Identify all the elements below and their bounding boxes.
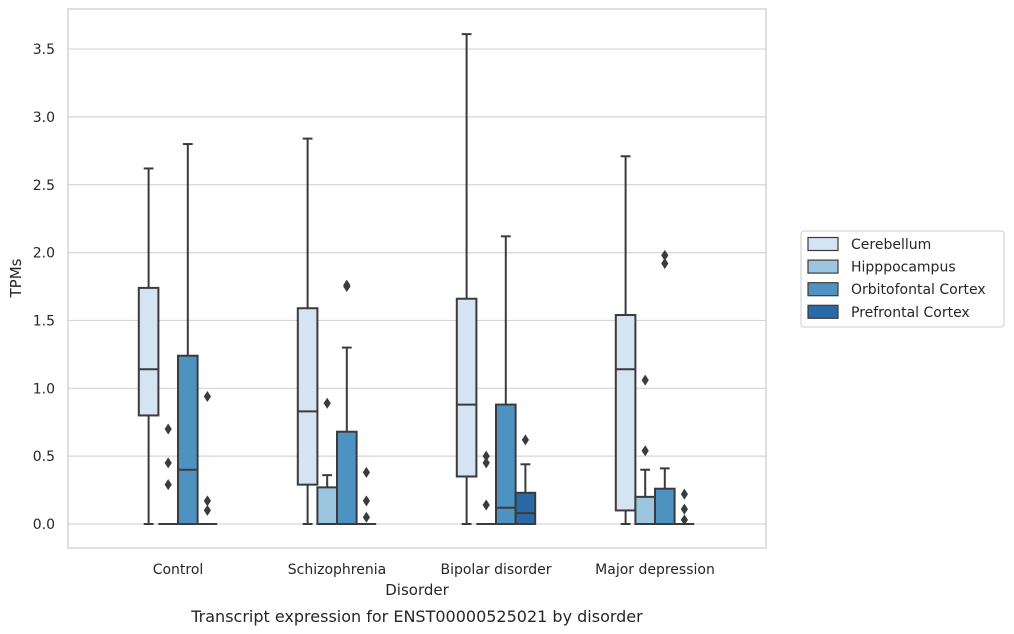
outlier-point: [362, 466, 370, 478]
legend-swatch: [807, 304, 839, 319]
gridlines: [68, 48, 766, 525]
outlier-point: [203, 390, 211, 402]
outlier-point: [164, 479, 172, 491]
box-3-1: [356, 466, 377, 525]
box-body: [177, 354, 199, 525]
x-axis-ticks: Control Schizophrenia Bipolar disorder Majo…: [153, 562, 715, 578]
box-body: [316, 486, 338, 525]
outlier-point: [482, 499, 490, 511]
outlier-point: [343, 279, 351, 291]
outlier-point: [661, 249, 669, 261]
outlier-point: [680, 503, 688, 515]
box-0-1: [296, 137, 319, 525]
box-body: [495, 403, 517, 526]
outlier-point: [680, 514, 688, 526]
x-tick-label: Control: [153, 562, 204, 578]
legend-label: Orbitofontal Cortex: [851, 282, 986, 298]
box-2-0: [177, 143, 199, 525]
outlier-point: [641, 445, 649, 457]
box-3-2: [514, 434, 537, 526]
y-tick-label: 3.0: [33, 110, 55, 126]
x-axis-label: Disorder: [385, 581, 449, 599]
y-tick-label: 0.0: [33, 517, 55, 533]
outlier-point: [362, 495, 370, 507]
y-tick-label: 2.5: [33, 178, 55, 194]
outlier-point: [641, 374, 649, 386]
box-body: [634, 495, 657, 525]
outlier-point: [203, 495, 211, 507]
y-tick-label: 3.5: [33, 42, 55, 58]
box-1-1: [316, 397, 338, 525]
y-axis-label: TPMs: [7, 258, 25, 298]
box-body: [654, 487, 676, 525]
boxes: [137, 33, 695, 526]
outlier-point: [521, 434, 529, 446]
legend-label: Prefrontal Cortex: [851, 305, 970, 321]
box-body: [455, 297, 478, 478]
box-0-3: [614, 155, 637, 525]
outlier-point: [164, 457, 172, 469]
box-2-2: [495, 235, 517, 526]
outlier-point: [323, 397, 331, 409]
box-body: [514, 491, 537, 526]
chart-caption: Transcript expression for ENST0000052502…: [190, 607, 643, 626]
legend-frame: [800, 230, 1005, 328]
x-tick-label: Schizophrenia: [288, 562, 386, 578]
legend-swatch: [807, 282, 839, 297]
box-2-3: [654, 249, 676, 525]
box-1-3: [634, 374, 657, 525]
plot-area: [67, 8, 767, 549]
legend-swatch: [807, 259, 839, 274]
x-tick-label: Major depression: [595, 562, 715, 578]
box-0-0: [137, 167, 160, 525]
outlier-point: [482, 457, 490, 469]
box-3-0: [197, 390, 218, 525]
legend-label: Cerebellum: [851, 237, 931, 253]
outlier-point: [164, 423, 172, 435]
legend: Cerebellum Hipppocampus Orbitofontal Corte…: [800, 230, 1005, 328]
y-tick-label: 0.5: [33, 449, 55, 465]
y-tick-label: 1.0: [33, 381, 55, 397]
x-tick-label: Bipolar disorder: [440, 562, 551, 578]
box-1-0: [158, 423, 178, 525]
legend-swatch: [807, 236, 839, 252]
outlier-point: [680, 488, 688, 500]
outlier-point: [203, 504, 211, 516]
box-body: [296, 307, 319, 486]
outlier-point: [661, 257, 669, 269]
y-axis-ticks: 0.0 0.5 1.0 1.5 2.0 2.5 3.0 3.5: [33, 42, 55, 533]
outlier-point: [362, 511, 370, 523]
y-tick-label: 1.5: [33, 313, 55, 329]
legend-label: Hipppocampus: [851, 260, 956, 276]
box-2-1: [336, 279, 358, 525]
box-1-2: [476, 450, 496, 525]
y-tick-label: 2.0: [33, 246, 55, 262]
outlier-point: [482, 450, 490, 462]
box-body: [137, 286, 160, 417]
box-0-2: [455, 33, 478, 525]
box-3-3: [674, 488, 695, 526]
box-body: [614, 314, 637, 512]
box-body: [336, 430, 358, 525]
